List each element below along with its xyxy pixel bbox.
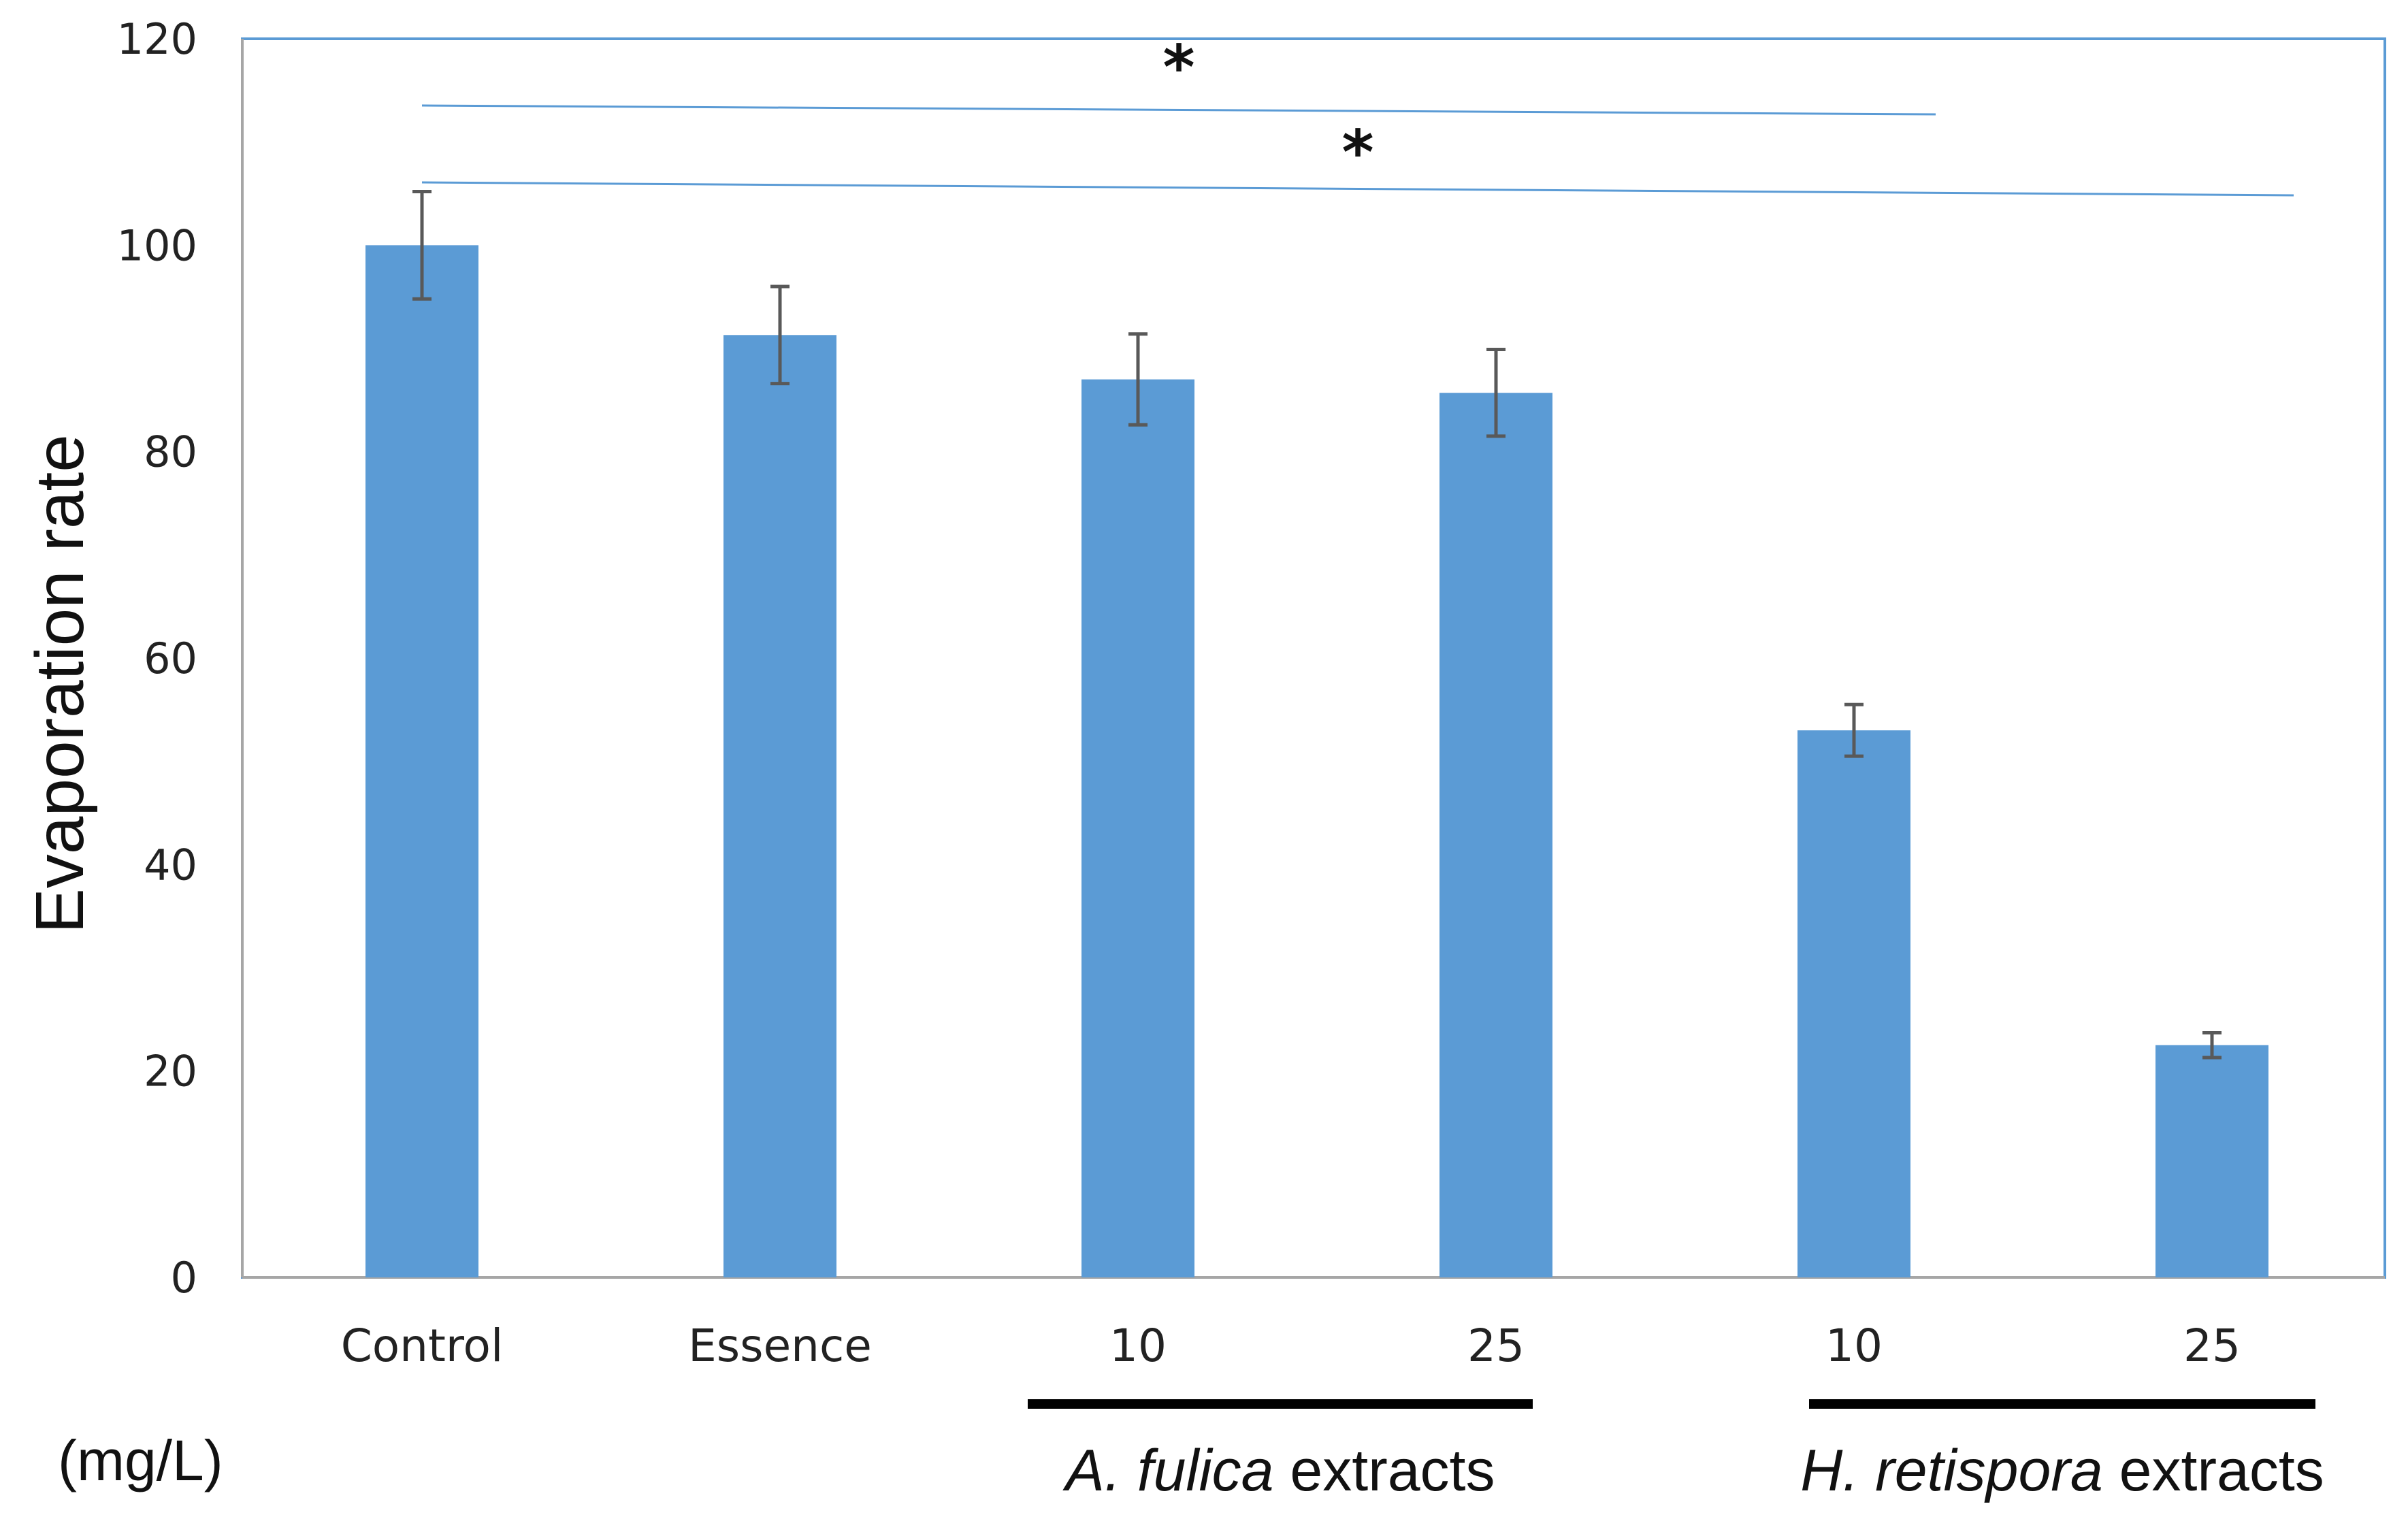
y-tick-labels: 0 20 40 60 80 100 120 <box>117 14 197 1303</box>
bar <box>1081 379 1194 1277</box>
group-annotations: A. fulica extracts H. retispora extracts <box>1028 1399 2324 1503</box>
significance-star: * <box>1162 32 1194 103</box>
x-tick-label: 10 <box>1825 1320 1883 1372</box>
group-label-species: A. fulica <box>1062 1438 1274 1503</box>
x-tick-label: Control <box>341 1320 504 1372</box>
y-tick-label: 0 <box>171 1253 197 1303</box>
bar <box>2155 1045 2268 1277</box>
error-bar <box>2202 1031 2222 1060</box>
x-tick-label: 25 <box>1467 1320 1525 1372</box>
x-tick-labels: Control Essence 10 25 10 25 <box>341 1320 2241 1372</box>
error-bar <box>1844 702 1864 758</box>
bar <box>1797 730 1910 1277</box>
significance-star: * <box>1341 117 1373 189</box>
y-tick-label: 80 <box>144 427 197 477</box>
error-bars <box>412 189 2222 1060</box>
significance-line <box>421 104 1936 116</box>
x-tick-label: 25 <box>2183 1320 2241 1372</box>
x-tick-label: 10 <box>1109 1320 1167 1372</box>
y-axis-label: Evaporation rate <box>22 434 98 934</box>
error-bar <box>1128 332 1148 427</box>
significance-annotations: ** <box>421 32 2294 197</box>
error-bar <box>770 284 790 386</box>
plot-frame <box>241 37 2386 1279</box>
group-label-suffix: extracts <box>1273 1438 1495 1503</box>
y-tick-label: 120 <box>117 14 197 64</box>
error-bar <box>1486 348 1506 438</box>
significance-line <box>421 181 2294 197</box>
axes <box>241 39 2385 1279</box>
bar <box>365 245 478 1277</box>
x-tick-label: Essence <box>688 1320 872 1372</box>
unit-label: (mg/L) <box>58 1428 223 1492</box>
y-tick-label: 100 <box>117 220 197 270</box>
bars <box>365 245 2268 1277</box>
y-tick-label: 20 <box>144 1047 197 1096</box>
y-tick-label: 40 <box>144 840 197 889</box>
bar <box>723 335 836 1277</box>
group-label: A. fulica extracts <box>1062 1438 1495 1503</box>
group-label-suffix: extracts <box>2103 1438 2324 1503</box>
y-tick-label: 60 <box>144 634 197 683</box>
bar <box>1439 393 1552 1277</box>
group-label-species: H. retispora <box>1800 1438 2103 1503</box>
group-label: H. retispora extracts <box>1800 1438 2324 1503</box>
error-bar <box>412 189 432 301</box>
